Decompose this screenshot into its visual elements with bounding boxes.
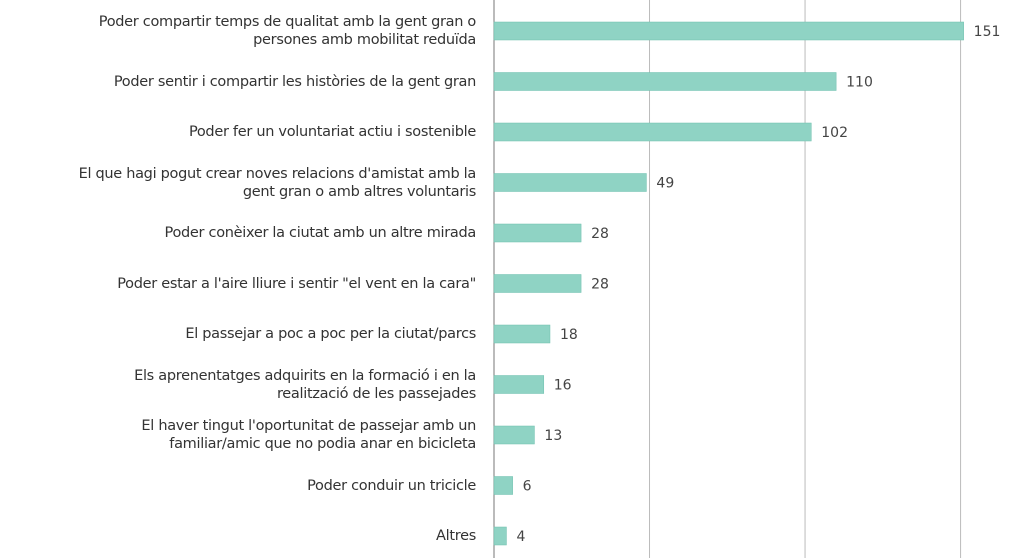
category-label: Poder conduir un tricicle [307,477,476,494]
category-label: Poder fer un voluntariat actiu i sosteni… [188,124,476,140]
category-label: Altres [436,528,476,544]
category-label: Poder estar a l'aire lliure i sentir "el… [117,275,476,292]
bar [493,122,812,142]
category-label: Poder sentir i compartir les històries d… [113,73,476,90]
category-label: El que hagi pogut crear noves relacions … [78,165,477,200]
bar [493,274,582,293]
value-label: 6 [523,479,532,495]
category-label: Poder conèixer la ciutat amb un altre mi… [164,225,477,241]
value-label: 110 [846,75,873,91]
value-label: 18 [560,327,578,343]
value-label: 13 [544,428,562,444]
bar [493,526,507,546]
category-label: El haver tingut l'oportunitat de passeja… [141,418,476,452]
bar [493,425,535,445]
value-label: 28 [591,277,609,293]
category-label: Poder compartir temps de qualitat amb la… [98,14,477,48]
value-label: 16 [554,378,572,394]
category-label: El passejar a poc a poc per la ciutat/pa… [185,326,476,342]
value-label: 151 [974,24,1001,40]
bar [493,21,964,41]
bar [493,223,582,243]
value-label: 49 [656,176,674,192]
bar [493,476,513,495]
category-label: Els aprenentatges adquirits en la formac… [134,367,476,402]
bar [493,72,837,91]
value-label: 4 [516,529,525,545]
value-label: 102 [821,125,848,141]
bar [493,375,545,394]
bar [493,324,551,344]
bar [493,173,647,192]
value-label: 28 [591,226,609,242]
